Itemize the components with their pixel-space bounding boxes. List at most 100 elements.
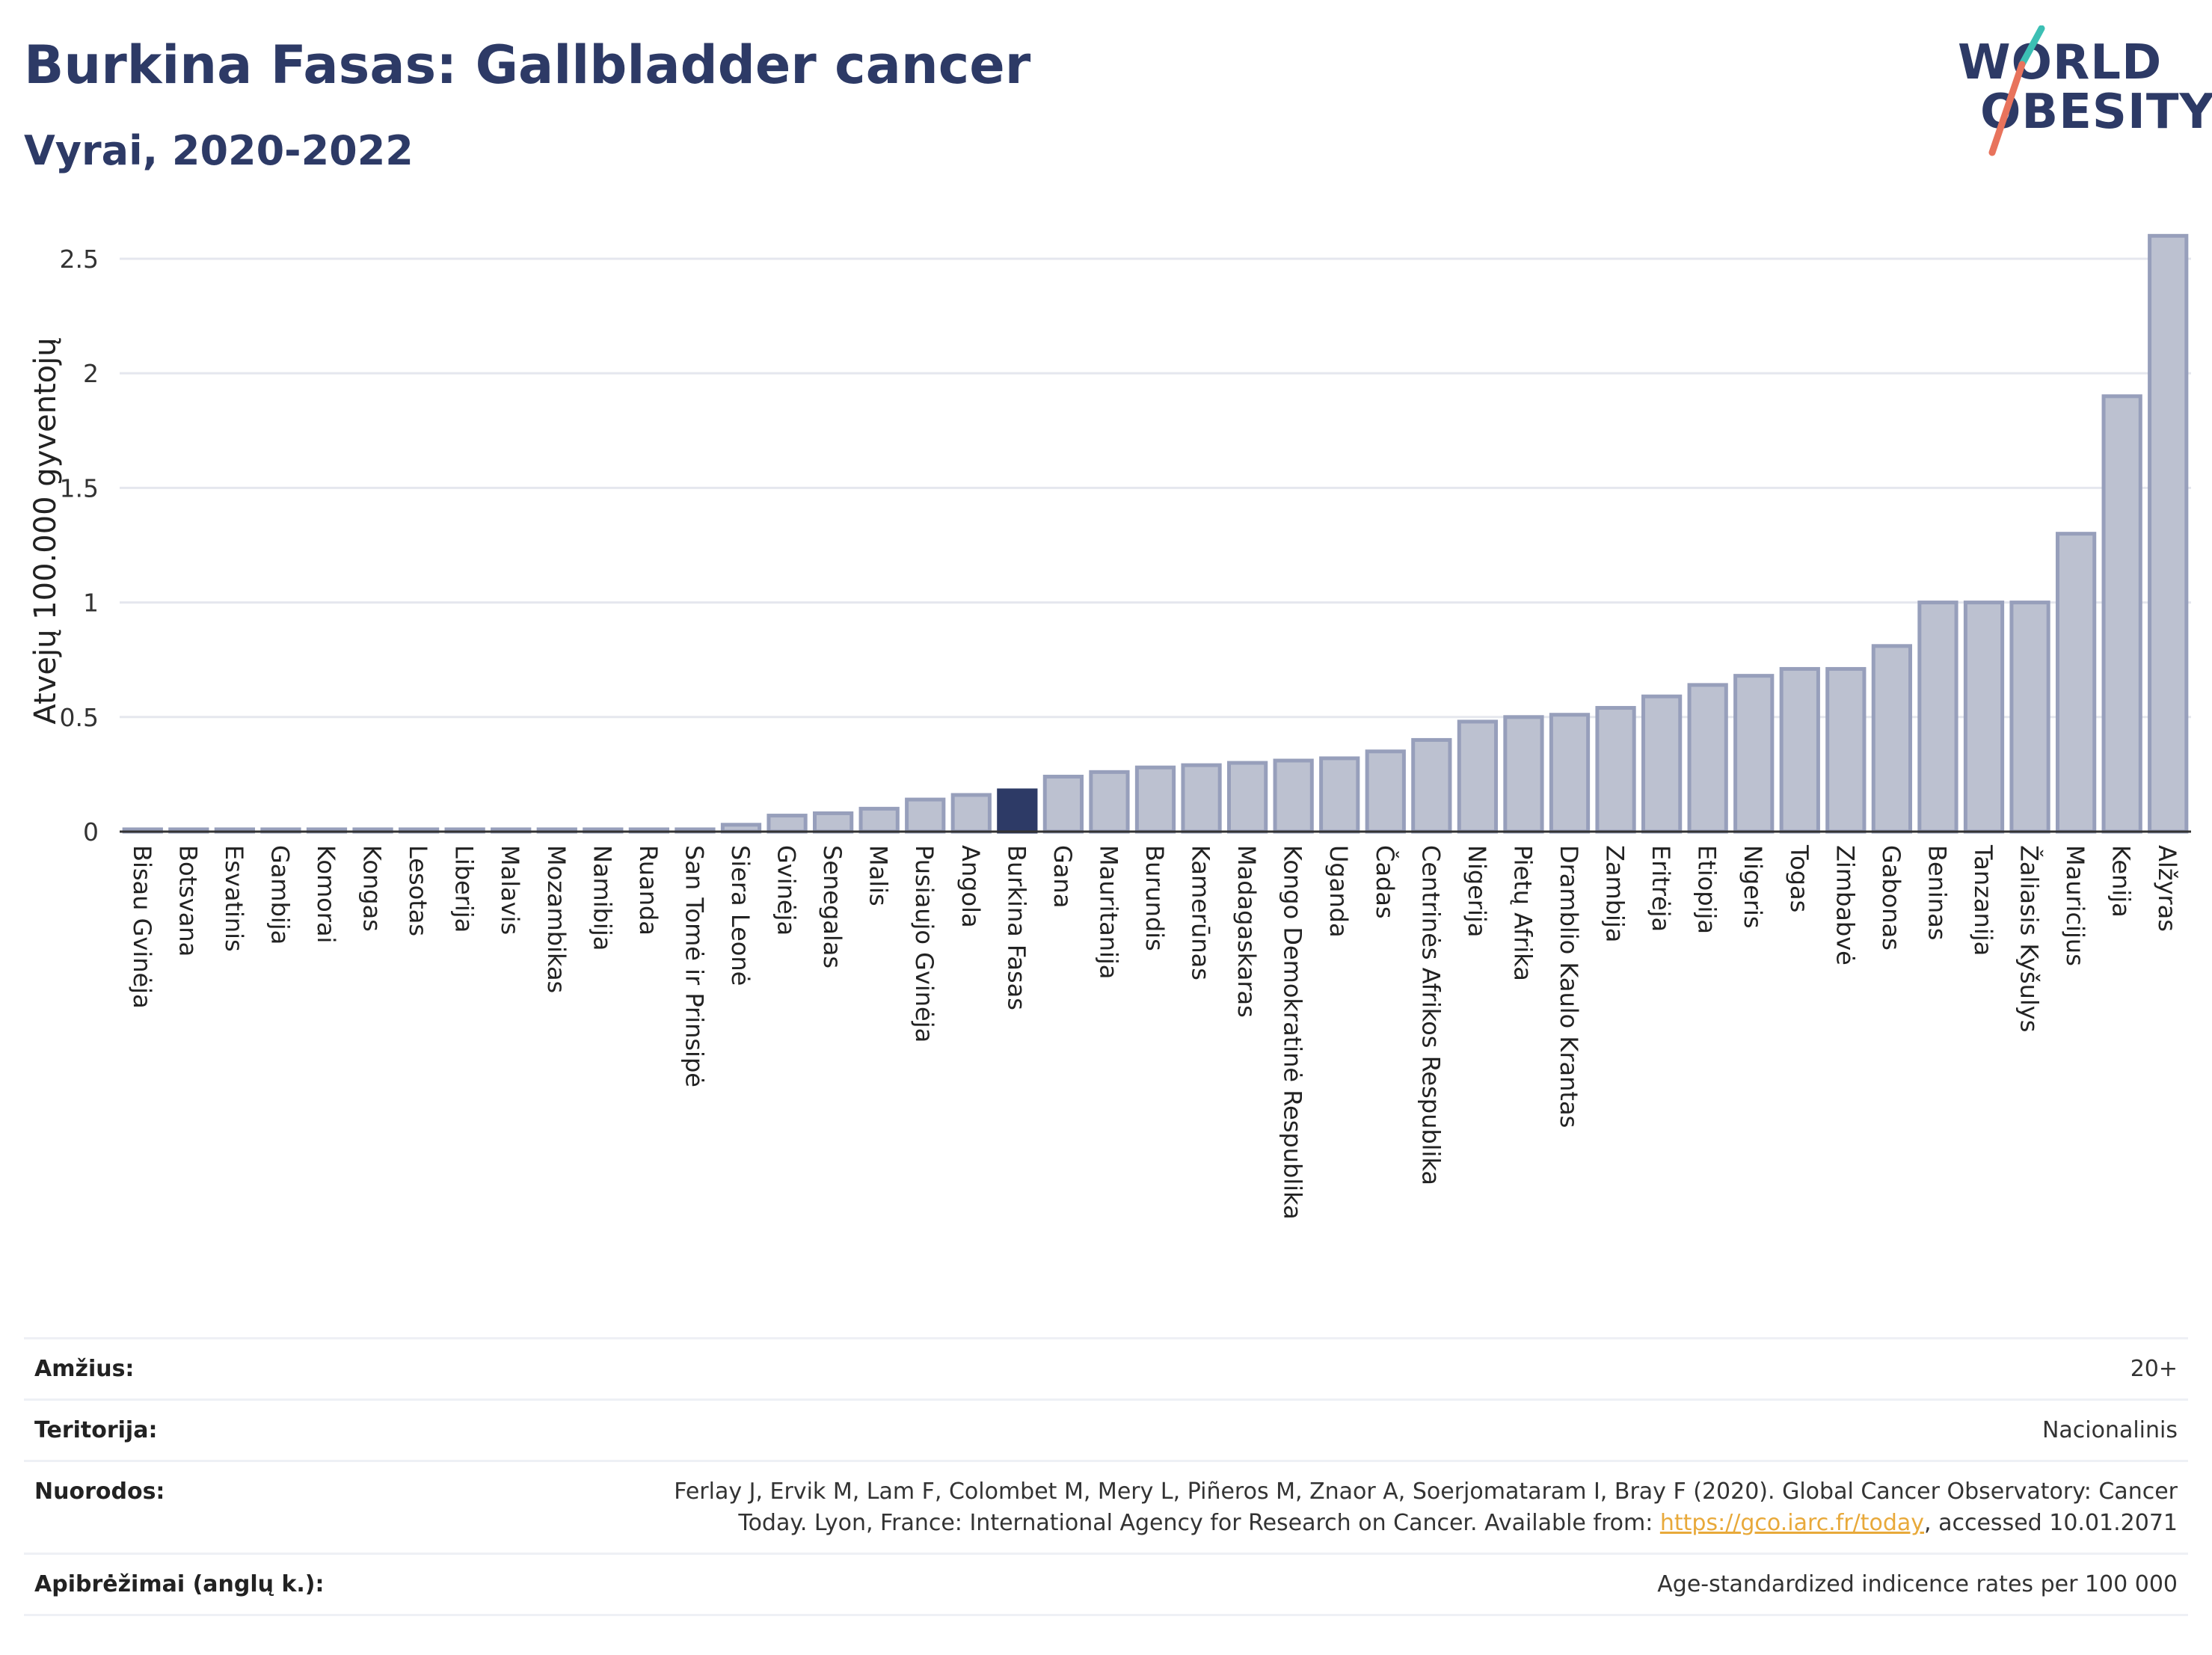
x-tick-label: Burundis — [1140, 845, 1169, 951]
x-tick-label: Bisau Gvinėja — [128, 845, 156, 1009]
bar — [2148, 233, 2189, 834]
x-tick-label: Etiopija — [1693, 845, 1721, 934]
bar — [1134, 765, 1176, 834]
bar — [812, 811, 854, 834]
x-tick-label: Nigeris — [1739, 845, 1767, 929]
info-row-age: Amžius: 20+ — [24, 1337, 2188, 1401]
bar — [1226, 761, 1268, 834]
x-tick-label: Togas — [1785, 844, 1813, 912]
x-tick-label: Kamerūnas — [1187, 845, 1215, 980]
bar-chart: 0 0.5 1 1.5 2 2.5 Atvejų 100.000 gyventojų Bi… — [28, 233, 2191, 1220]
x-tick-label: Namibija — [588, 845, 616, 951]
definitions-value: Age-standardized indicence rates per 100… — [494, 1553, 2188, 1616]
x-axis: Bisau Gvinėja Botsvana Esvatinis Gambija Kom… — [128, 844, 2181, 1220]
info-row-territory: Teritorija: Nacionalinis — [24, 1399, 2188, 1462]
x-tick-label: Mauricijus — [2061, 845, 2089, 966]
bars — [122, 233, 2189, 834]
bar — [1871, 644, 1913, 834]
chart-grid — [120, 257, 2191, 719]
x-tick-label: Mauritanija — [1094, 845, 1122, 979]
references-link[interactable]: https://gco.iarc.fr/today — [1659, 1509, 1925, 1536]
x-tick-label: Alžyras — [2153, 845, 2181, 932]
bar — [2055, 532, 2097, 834]
x-tick-label: Gana — [1048, 845, 1077, 908]
y-tick-label: 2.5 — [60, 245, 99, 274]
x-tick-label: Lesotas — [404, 845, 432, 936]
chart-subtitle: Vyrai, 2020-2022 — [24, 127, 414, 174]
x-tick-label: Gabonas — [1877, 845, 1905, 951]
logo-word-world: WORLD — [1958, 35, 2163, 90]
y-tick-label: 2 — [83, 359, 99, 388]
x-tick-label: Mozambikas — [542, 845, 571, 993]
x-tick-label: Siera Leonė — [726, 845, 755, 986]
x-tick-label: Centrinės Afrikos Respublika — [1416, 845, 1445, 1185]
bar — [1365, 749, 1406, 834]
y-tick-label: 0 — [83, 817, 99, 847]
bar — [1733, 674, 1775, 834]
bar — [1503, 715, 1544, 834]
bar — [1917, 601, 1958, 834]
references-line2: Today. Lyon, France: International Agenc… — [738, 1509, 1660, 1536]
references-value: Ferlay J, Ervik M, Lam F, Colombet M, Me… — [494, 1461, 2188, 1555]
x-tick-label: Komorai — [312, 845, 340, 943]
y-axis: 0 0.5 1 1.5 2 2.5 — [60, 245, 99, 847]
bar — [1042, 774, 1084, 834]
bar — [858, 806, 900, 834]
y-tick-label: 1.5 — [60, 473, 99, 503]
x-tick-label: Tanzanija — [1969, 844, 1997, 956]
x-tick-label: Angola — [956, 845, 985, 928]
bar — [1411, 737, 1452, 834]
y-tick-label: 1 — [83, 589, 99, 618]
territory-label: Teritorija: — [24, 1399, 494, 1462]
y-tick-label: 0.5 — [60, 703, 99, 732]
x-tick-label: Dramblio Kaulo Krantas — [1555, 845, 1583, 1128]
x-tick-label: Liberija — [450, 845, 479, 933]
bar — [1457, 719, 1499, 834]
bar — [1319, 756, 1360, 834]
x-tick-label: Nigerija — [1463, 845, 1491, 937]
age-label: Amžius: — [24, 1337, 494, 1401]
x-tick-label: Čadas — [1371, 845, 1400, 919]
x-tick-label: Senegalas — [818, 845, 847, 968]
x-tick-label: Esvatinis — [220, 845, 248, 952]
x-tick-label: Kenija — [2107, 845, 2136, 918]
x-tick-label: Pusiaujo Gvinėja — [910, 845, 938, 1043]
bar — [905, 797, 946, 834]
bar — [1825, 666, 1867, 834]
x-tick-label: Kongas — [358, 845, 387, 932]
info-row-references: Nuorodos: Ferlay J, Ervik M, Lam F, Colo… — [24, 1461, 2188, 1555]
y-axis-label: Atvejų 100.000 gyventojų — [28, 337, 63, 724]
x-tick-label: Žaliasis Kyšulys — [2015, 845, 2044, 1032]
bar — [1779, 666, 1820, 834]
bar — [1089, 770, 1130, 834]
bar — [1549, 713, 1591, 834]
x-tick-label: Pietų Afrika — [1508, 845, 1537, 981]
bar — [1687, 683, 1728, 834]
x-tick-label: Zambija — [1601, 845, 1629, 942]
x-tick-label: Malavis — [496, 845, 524, 935]
age-value: 20+ — [494, 1337, 2188, 1401]
bar — [1273, 758, 1314, 834]
bar — [997, 788, 1038, 834]
x-tick-label: Malis — [864, 845, 893, 906]
info-row-definitions: Apibrėžimai (anglų k.): Age-standardized… — [24, 1553, 2188, 1616]
x-tick-label: Gambija — [265, 845, 294, 945]
definitions-label: Apibrėžimai (anglų k.): — [24, 1553, 494, 1616]
territory-value: Nacionalinis — [494, 1399, 2188, 1462]
world-obesity-logo: WORLD OBESITY — [1944, 22, 2212, 157]
x-tick-label: San Tomė ir Prinsipė — [680, 845, 708, 1087]
bar — [1641, 694, 1683, 834]
logo-word-obesity: OBESITY — [1980, 85, 2212, 140]
x-tick-label: Madagaskaras — [1232, 845, 1261, 1018]
x-tick-label: Beninas — [1923, 845, 1951, 940]
bar — [1963, 601, 2005, 834]
x-tick-label: Eritrėja — [1647, 845, 1675, 932]
bar — [1181, 763, 1222, 834]
bar — [766, 814, 808, 834]
x-tick-label: Ruanda — [634, 845, 663, 936]
references-line1: Ferlay J, Ervik M, Lam F, Colombet M, Me… — [674, 1478, 2178, 1505]
bar — [950, 793, 992, 834]
bar — [2009, 601, 2050, 834]
x-tick-label: Zimbabvė — [1831, 845, 1859, 965]
bar — [1595, 706, 1636, 834]
